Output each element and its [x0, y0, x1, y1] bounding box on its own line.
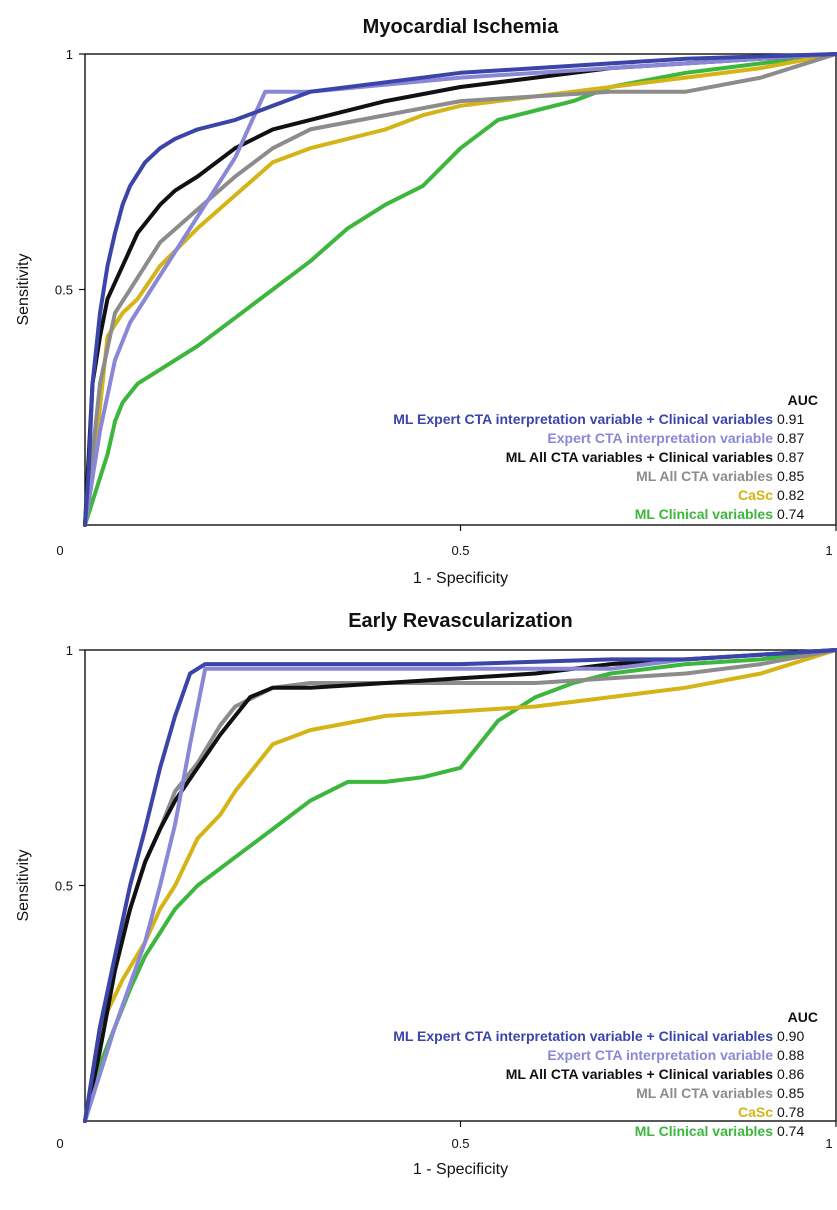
roc-line-series-1 [83, 648, 837, 1123]
legend-entry-name: Expert CTA interpretation variable [547, 1047, 773, 1063]
legend-entry-auc: 0.86 [777, 1066, 804, 1082]
legend-entry-name: CaSc [738, 487, 773, 503]
legend-entry-auc: 0.74 [777, 506, 804, 522]
legend-entry-name: ML All CTA variables [636, 468, 773, 484]
x-tick-label: 0 [56, 543, 63, 558]
legend-entry-auc: 0.90 [777, 1028, 804, 1044]
chart-title: Myocardial Ischemia [363, 16, 560, 38]
x-axis-label: 1 - Specificity [413, 1161, 508, 1178]
legend-entry-name: Expert CTA interpretation variable [547, 430, 773, 446]
x-tick-label: 1 [825, 1136, 832, 1151]
roc-line-series-2 [83, 52, 837, 527]
y-axis-label: Sensitivity [15, 253, 32, 325]
roc-line-series-4 [83, 52, 837, 527]
legend-entry-name: CaSc [738, 1104, 773, 1120]
roc-panel-2: Early Revascularization 0 0.5 1 0.5 1 1 - Spec… [15, 610, 837, 1178]
x-tick-label: 1 [825, 543, 832, 558]
legend-entry-auc: 0.85 [777, 1085, 804, 1101]
y-tick-label: 0.5 [55, 283, 73, 298]
legend-title: AUC [788, 1009, 818, 1025]
y-axis-label: Sensitivity [15, 849, 32, 921]
y-tick-label: 1 [66, 47, 73, 62]
legend-entry-name: ML Clinical variables [635, 1123, 773, 1139]
legend-title: AUC [788, 392, 818, 408]
roc-line-series-2 [83, 648, 837, 1123]
x-tick-label: 0 [56, 1136, 63, 1151]
chart-title: Early Revascularization [348, 610, 573, 632]
legend-entry-auc: 0.85 [777, 468, 804, 484]
x-axis-label: 1 - Specificity [413, 570, 508, 587]
roc-line-series-3 [83, 648, 837, 1123]
legend-entry-auc: 0.82 [777, 487, 804, 503]
legend-entry-auc: 0.87 [777, 449, 804, 465]
x-tick-label: 0.5 [451, 543, 469, 558]
y-tick-label: 1 [66, 643, 73, 658]
legend-entry-auc: 0.87 [777, 430, 804, 446]
legend-entry-auc: 0.74 [777, 1123, 804, 1139]
legend-entry-name: ML Expert CTA interpretation variable + … [393, 411, 773, 427]
y-tick-label: 0.5 [55, 879, 73, 894]
legend-entry-auc: 0.88 [777, 1047, 804, 1063]
legend-entry-auc: 0.78 [777, 1104, 804, 1120]
roc-panel-1: Myocardial Ischemia 0 0.5 1 0.5 1 1 - Specific… [15, 16, 837, 587]
roc-line-series-1 [83, 52, 837, 527]
legend-entry-name: ML Expert CTA interpretation variable + … [393, 1028, 773, 1044]
legend-entry-name: ML All CTA variables + Clinical variable… [506, 1066, 773, 1082]
legend-entry-name: ML All CTA variables [636, 1085, 773, 1101]
legend-entry-name: ML Clinical variables [635, 506, 773, 522]
legend-entry-name: ML All CTA variables + Clinical variable… [506, 449, 773, 465]
x-tick-label: 0.5 [451, 1136, 469, 1151]
legend-entry-auc: 0.91 [777, 411, 804, 427]
roc-line-series-6 [83, 52, 837, 527]
